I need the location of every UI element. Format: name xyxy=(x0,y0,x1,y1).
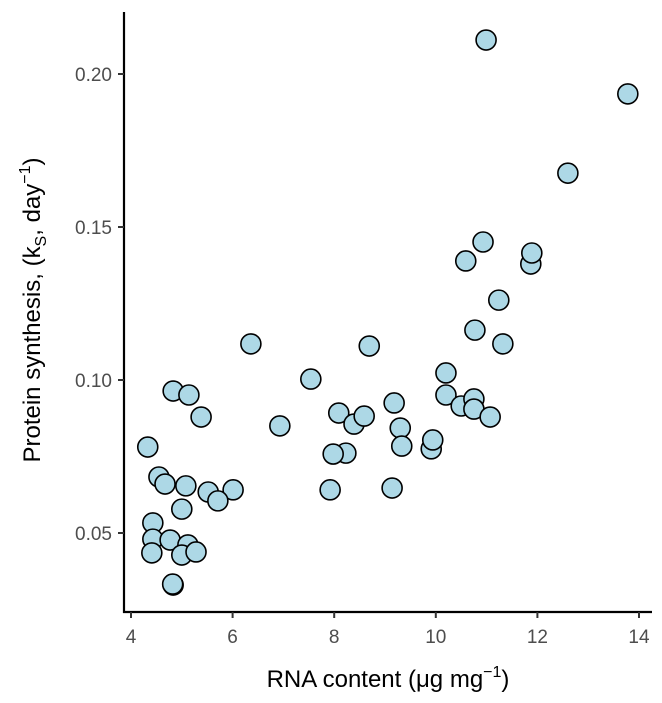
data-point xyxy=(240,333,262,355)
y-tick-label: 0.20 xyxy=(75,65,112,86)
data-point xyxy=(300,368,322,390)
data-point xyxy=(472,231,494,253)
data-point xyxy=(269,415,291,437)
x-tick-label: 12 xyxy=(527,627,548,648)
data-point xyxy=(435,384,457,406)
data-point xyxy=(421,429,444,451)
data-point xyxy=(171,498,193,520)
x-tick-label: 14 xyxy=(628,627,650,648)
data-point xyxy=(327,402,350,424)
data-point xyxy=(222,479,244,501)
y-ticks: 0.05 0.10 0.15 0.20 xyxy=(75,65,124,545)
data-point xyxy=(617,83,639,105)
data-point xyxy=(141,542,163,564)
data-point xyxy=(175,475,197,497)
data-point xyxy=(390,435,413,457)
data-point xyxy=(161,573,184,595)
data-point xyxy=(319,479,341,501)
data-point xyxy=(521,242,543,264)
data-point xyxy=(464,319,486,341)
data-point xyxy=(207,490,229,512)
data-point xyxy=(454,250,477,272)
data-point xyxy=(435,362,457,384)
x-axis-title: RNA content (μg mg−1) xyxy=(267,664,510,693)
y-tick-label: 0.15 xyxy=(75,218,112,239)
y-tick-label: 0.10 xyxy=(75,371,112,392)
x-tick-label: 6 xyxy=(227,627,238,648)
data-point xyxy=(190,406,212,428)
x-ticks: 4 6 8 10 12 14 xyxy=(126,612,650,648)
points-layer xyxy=(136,29,639,596)
data-point xyxy=(358,335,381,357)
y-tick-label: 0.05 xyxy=(75,524,112,545)
x-tick-label: 10 xyxy=(425,627,446,648)
data-point xyxy=(136,436,159,458)
data-point xyxy=(322,443,344,465)
data-point xyxy=(492,333,514,355)
data-point xyxy=(178,384,200,406)
x-tick-label: 4 xyxy=(126,627,137,648)
data-point xyxy=(353,405,375,427)
data-point xyxy=(487,289,510,311)
data-point xyxy=(389,417,412,439)
data-point xyxy=(475,29,497,51)
x-tick-label: 8 xyxy=(329,627,340,648)
data-point xyxy=(185,541,207,563)
data-point xyxy=(154,473,176,495)
data-point xyxy=(479,406,501,428)
data-point xyxy=(557,162,579,184)
y-axis-title: Protein synthesis, (kS, day−1) xyxy=(17,157,50,462)
data-point xyxy=(383,392,405,414)
data-point xyxy=(381,477,403,499)
